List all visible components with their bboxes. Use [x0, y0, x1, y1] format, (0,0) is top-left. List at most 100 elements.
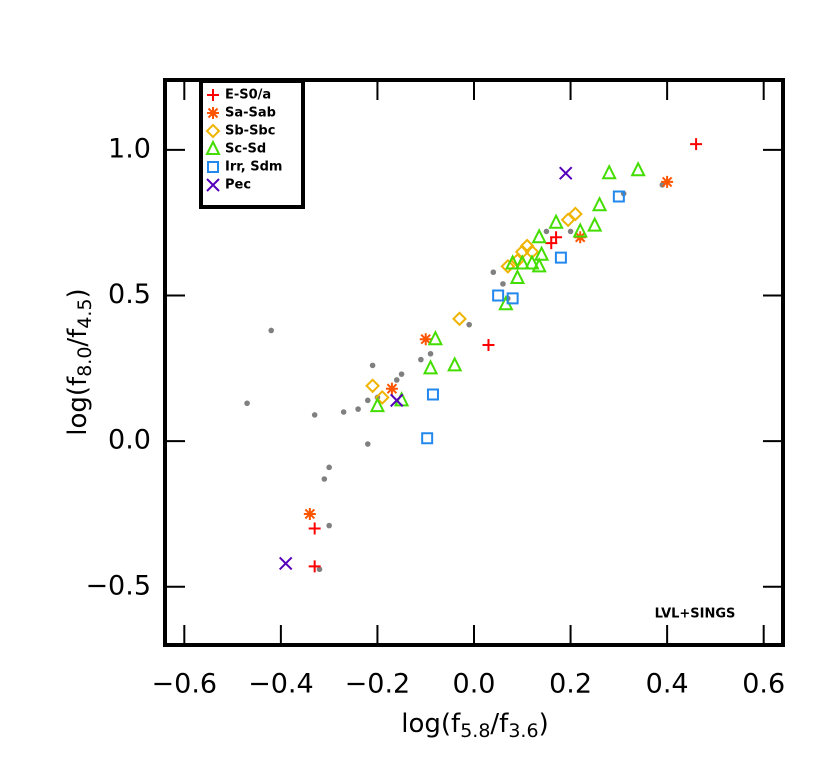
x-label-sub: 5.8: [460, 720, 490, 742]
legend-label: E-S0/a: [225, 88, 271, 103]
data-point: [690, 138, 703, 151]
legend-label: Pec: [225, 178, 251, 193]
data-point: [531, 228, 547, 244]
y-tick-label: 0.5: [108, 279, 151, 310]
x-tick-label: −0.6: [152, 669, 218, 700]
data-point: [321, 476, 328, 482]
data-point: [559, 166, 573, 180]
y-label-sub: 8.0: [74, 347, 96, 377]
series: [421, 190, 625, 445]
data-point: [421, 432, 434, 445]
data-point: [244, 400, 250, 407]
data-point: [490, 269, 497, 276]
x-tick-label: −0.4: [248, 669, 314, 700]
data-point: [482, 339, 495, 352]
legend-label: Sb-Sbc: [225, 124, 275, 139]
data-point: [524, 254, 540, 270]
legend-label: Sc-Sd: [225, 142, 266, 157]
data-point: [303, 507, 316, 520]
y-tick-label: 1.0: [108, 133, 151, 164]
x-tick-label: 0.2: [549, 669, 592, 700]
series: [369, 161, 646, 413]
x-tick-label: −0.2: [345, 669, 411, 700]
legend-label: Irr, Sdm: [225, 160, 282, 175]
x-tick-label: 0.0: [453, 669, 496, 700]
data-point: [545, 237, 558, 250]
data-point: [393, 377, 400, 383]
data-point: [369, 396, 386, 413]
data-point: [390, 393, 404, 408]
data-point: [492, 289, 505, 302]
data-point: [601, 163, 617, 180]
data-point: [567, 228, 574, 235]
data-point: [365, 378, 381, 394]
y-label-part: /f: [63, 328, 93, 347]
x-label-part: /f: [490, 709, 509, 739]
data-point: [548, 213, 564, 229]
data-point: [506, 292, 519, 305]
data-point: [543, 228, 550, 235]
y-axis-label: log(f8.0/f4.5): [63, 288, 96, 435]
x-label-part: ): [539, 709, 549, 739]
data-point: [560, 212, 576, 228]
legend-label: Sa-Sab: [225, 106, 276, 121]
data-point: [447, 356, 463, 372]
legend-marker: [206, 178, 220, 192]
series: [244, 182, 666, 573]
x-tick-label: 0.4: [646, 669, 689, 700]
legend-box: [199, 79, 305, 209]
data-point: [316, 566, 323, 573]
data-point: [427, 350, 434, 357]
data-point: [278, 556, 293, 571]
data-point: [268, 327, 275, 334]
legend-marker: [205, 123, 221, 139]
data-point: [418, 356, 424, 363]
x-label-sub: 3.6: [508, 720, 538, 742]
data-point: [661, 175, 674, 188]
x-tick-label: 0.6: [742, 669, 785, 700]
series: [278, 166, 573, 571]
data-point: [514, 254, 530, 270]
data-point: [385, 382, 398, 395]
data-point: [419, 333, 432, 346]
data-point: [422, 359, 439, 375]
data-point: [567, 206, 583, 222]
data-point: [500, 281, 506, 287]
data-point: [364, 397, 371, 404]
data-point: [311, 412, 318, 418]
data-point: [364, 441, 371, 447]
y-label-part: log(f: [63, 376, 93, 436]
legend-marker: [205, 139, 221, 155]
y-tick-label: 0.0: [108, 425, 151, 456]
data-point: [426, 388, 439, 401]
data-point: [509, 268, 526, 285]
data-point: [369, 362, 376, 369]
data-point: [505, 254, 521, 270]
data-point: [630, 161, 646, 177]
data-point: [500, 258, 516, 274]
data-point: [308, 522, 321, 535]
x-label-part: log(f: [401, 709, 461, 739]
data-point: [587, 216, 603, 232]
data-point: [554, 251, 567, 264]
data-point: [326, 522, 332, 529]
data-point: [398, 371, 405, 377]
legend-marker: [207, 107, 219, 119]
annotation: LVL+SINGS: [655, 607, 736, 622]
y-tick-label: −0.5: [85, 570, 151, 601]
data-point: [572, 222, 588, 238]
data-point: [340, 409, 347, 415]
series: [308, 138, 703, 573]
data-point: [308, 560, 321, 573]
data-point: [612, 190, 625, 203]
x-axis-label: log(f5.8/f3.6): [401, 709, 548, 742]
legend-marker: [207, 89, 219, 101]
y-label-sub: 4.5: [74, 298, 96, 328]
data-point: [374, 390, 390, 405]
y-label-part: ): [63, 288, 93, 298]
data-point: [533, 245, 550, 261]
data-point: [326, 464, 332, 471]
data-point: [427, 329, 443, 346]
data-point: [452, 311, 467, 327]
